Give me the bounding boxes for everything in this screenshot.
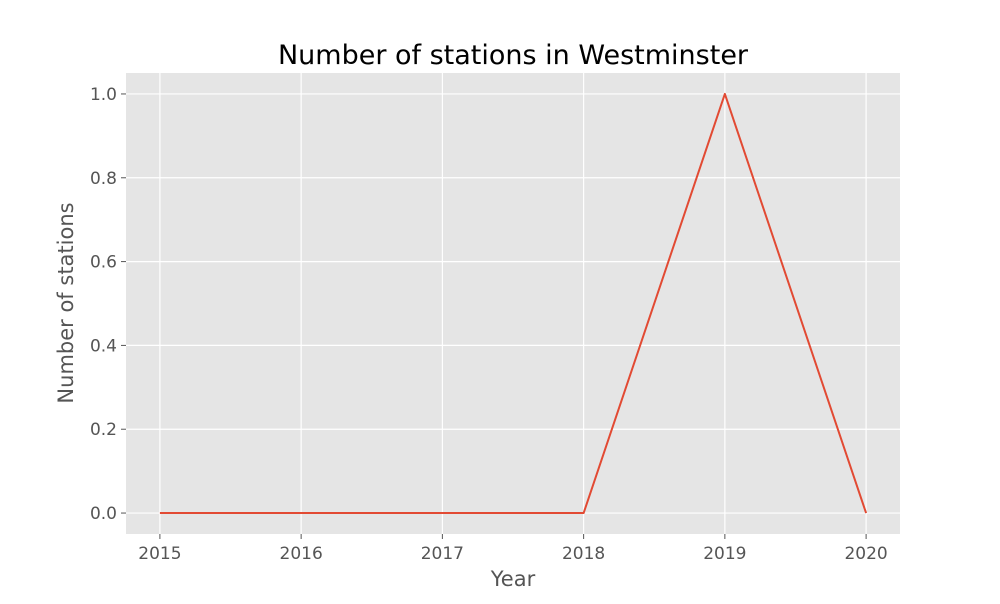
series-layer [159, 92, 868, 515]
x-tick-label: 2018 [562, 544, 605, 564]
y-tick-label: 0.0 [90, 504, 117, 524]
x-tick-label: 2015 [138, 544, 181, 564]
y-tick-label: 0.6 [90, 253, 117, 273]
x-tick-label: 2016 [280, 544, 323, 564]
x-axis-label: Year [490, 567, 536, 591]
x-axis-ticks: 2015 2016 2017 2018 2019 2020 [138, 534, 888, 564]
y-axis-label: Number of stations [54, 202, 78, 403]
plot-area [126, 73, 900, 534]
y-tick-label: 0.8 [90, 169, 117, 189]
y-tick-label: 0.2 [90, 420, 117, 440]
chart-title: Number of stations in Westminster [278, 40, 749, 71]
x-tick-label: 2020 [844, 544, 887, 564]
series-line [159, 92, 868, 515]
grid-lines [126, 73, 900, 534]
y-tick-label: 1.0 [90, 85, 117, 105]
x-tick-label: 2019 [703, 544, 746, 564]
y-tick-label: 0.4 [90, 336, 117, 356]
y-axis-ticks: 0.0 0.2 0.4 0.6 0.8 1.0 [90, 85, 126, 524]
x-tick-label: 2017 [421, 544, 464, 564]
